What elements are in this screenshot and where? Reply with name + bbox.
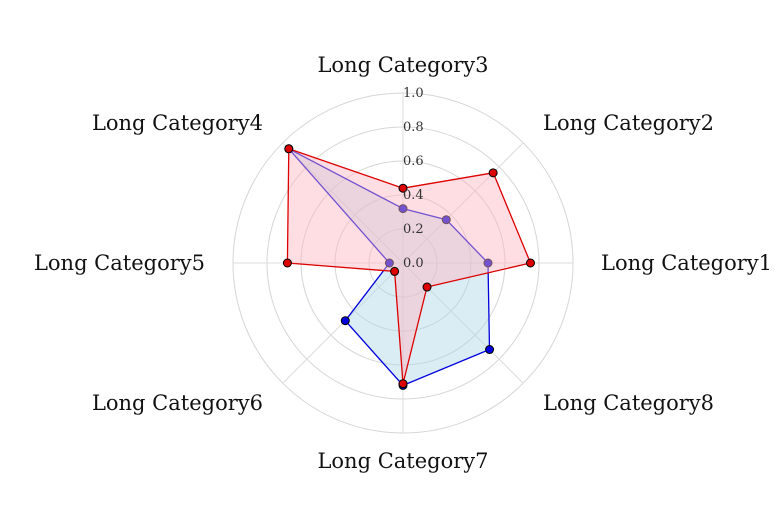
radial-ticks: 0.0 0.2 0.4 0.6 0.8 1.0 — [403, 86, 424, 271]
radial-tick-label: 0.4 — [403, 188, 424, 203]
series-2-point — [488, 168, 498, 178]
series-1-point — [398, 204, 408, 214]
series-2-point — [398, 183, 408, 193]
category-label: Long Category2 — [543, 111, 714, 135]
category-label: Long Category4 — [92, 111, 263, 135]
radial-tick-label: 0.0 — [403, 256, 424, 271]
category-label: Long Category8 — [543, 391, 714, 415]
series-2-point — [526, 258, 535, 268]
category-label: Long Category3 — [317, 53, 488, 77]
category-label: Long Category1 — [601, 251, 772, 275]
radial-tick-label: 1.0 — [403, 86, 424, 101]
series-1-point — [483, 258, 493, 268]
grid-spoke — [402, 142, 524, 264]
series-1-point — [384, 258, 394, 268]
radial-tick-label: 0.2 — [403, 222, 424, 237]
grid — [232, 92, 574, 434]
series-layer — [282, 144, 535, 390]
grid-spoke — [282, 142, 404, 264]
series-2-point — [390, 266, 400, 276]
series-1-point — [340, 316, 350, 326]
series-2-point — [282, 258, 292, 268]
category-label: Long Category6 — [92, 391, 263, 415]
series-2-point — [398, 379, 408, 389]
series-2-point — [284, 144, 294, 154]
series-1-point — [441, 215, 451, 225]
category-labels: Long Category1 Long Category2 Long Categor… — [34, 53, 772, 473]
radial-tick-label: 0.8 — [403, 120, 424, 135]
grid-spoke — [402, 262, 524, 384]
category-label: Long Category7 — [317, 449, 488, 473]
category-label: Long Category5 — [34, 251, 205, 275]
radial-tick-label: 0.6 — [403, 154, 424, 169]
series-1-point — [485, 345, 495, 355]
series-2-point — [422, 282, 432, 292]
series-2-area — [287, 148, 531, 384]
